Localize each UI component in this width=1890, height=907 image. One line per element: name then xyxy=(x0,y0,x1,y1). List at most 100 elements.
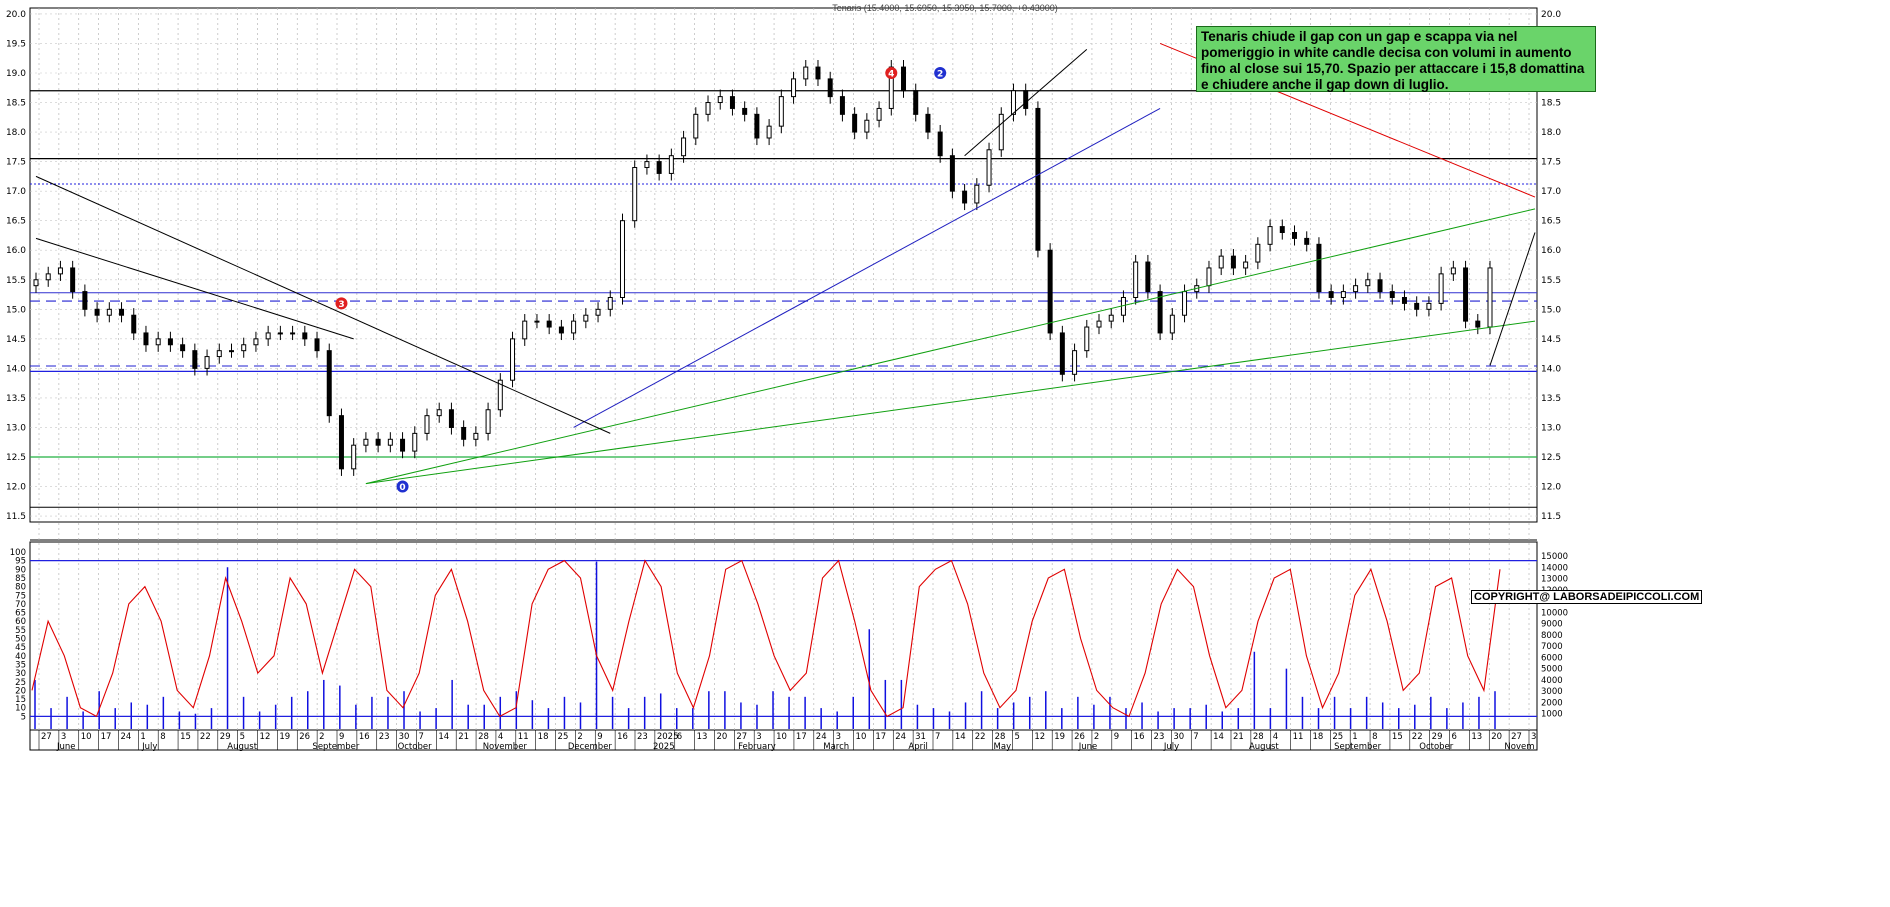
x-tick-label: 14 xyxy=(1213,732,1224,742)
candle-body xyxy=(1316,243,1322,293)
candle-body xyxy=(571,320,577,334)
y-tick-label-right: 13.5 xyxy=(1541,394,1561,404)
x-tick-label: 2 xyxy=(577,732,582,742)
candle-body xyxy=(277,332,283,335)
y-tick-label-left: 15.0 xyxy=(6,305,26,315)
candle-body xyxy=(1292,232,1298,239)
month-label: December xyxy=(568,742,613,752)
candle-body xyxy=(1414,302,1420,310)
osc-tick-label: 35 xyxy=(15,660,26,670)
volume-tick-label: 3000 xyxy=(1541,687,1563,697)
candle-body xyxy=(70,267,76,293)
x-tick-label: 17 xyxy=(101,732,112,742)
x-tick-label: 28 xyxy=(1253,732,1264,742)
month-label: September xyxy=(1334,742,1381,752)
candle-body xyxy=(1169,314,1175,334)
volume-tick-label: 9000 xyxy=(1541,620,1563,630)
osc-tick-label: 60 xyxy=(15,617,26,627)
volume-tick-label: 6000 xyxy=(1541,653,1563,663)
y-tick-label-left: 13.5 xyxy=(6,394,26,404)
osc-tick-label: 75 xyxy=(15,591,26,601)
x-tick-label: 10 xyxy=(856,732,867,742)
osc-tick-label: 45 xyxy=(15,643,26,653)
y-tick-label-left: 19.5 xyxy=(6,39,26,49)
candle-body xyxy=(375,438,381,446)
trend-line xyxy=(365,320,1536,485)
stochastic-line xyxy=(31,559,1501,718)
x-tick-label: 7 xyxy=(1193,732,1198,742)
x-tick-label: 26 xyxy=(1074,732,1085,742)
candle-body xyxy=(827,78,833,98)
x-tick-label: 16 xyxy=(1134,732,1145,742)
candle-body xyxy=(1023,90,1029,109)
candle-body xyxy=(974,184,980,204)
candle-body xyxy=(82,291,88,310)
candle-body xyxy=(729,96,735,109)
candle-body xyxy=(412,432,418,452)
osc-tick-label: 50 xyxy=(15,635,26,645)
candle-body xyxy=(302,332,308,340)
x-tick-label: 23 xyxy=(379,732,390,742)
candle-body xyxy=(949,155,955,192)
candle-body xyxy=(253,338,259,346)
x-tick-label: 6 xyxy=(1452,732,1457,742)
candle-body xyxy=(778,96,784,127)
candle-body xyxy=(33,279,39,287)
candle-body xyxy=(94,308,100,316)
candle-body xyxy=(815,66,821,80)
pivot-marker xyxy=(335,297,348,310)
y-tick-label-right: 11.5 xyxy=(1541,512,1561,522)
candle-body xyxy=(400,438,406,452)
volume-tick-label: 14000 xyxy=(1541,563,1568,573)
candle-body xyxy=(1255,243,1261,263)
x-tick-label: 20 xyxy=(716,732,727,742)
y-tick-label-right: 18.0 xyxy=(1541,128,1561,138)
x-tick-label: 10 xyxy=(776,732,787,742)
candle-body xyxy=(937,131,943,157)
candle-body xyxy=(314,338,320,352)
candle-body xyxy=(803,66,809,80)
x-tick-label: 17 xyxy=(796,732,807,742)
volume-tick-label: 1000 xyxy=(1541,710,1563,720)
candle-body xyxy=(1218,255,1224,269)
candle-body xyxy=(155,338,161,346)
osc-tick-label: 70 xyxy=(15,600,26,610)
candle-body xyxy=(363,438,369,446)
x-tick-label: 8 xyxy=(160,732,165,742)
osc-tick-label: 90 xyxy=(15,565,26,575)
trend-line xyxy=(365,208,1536,485)
volume-tick-label: 4000 xyxy=(1541,676,1563,686)
pivot-marker-label: 0 xyxy=(399,483,405,493)
osc-tick-label: 80 xyxy=(15,583,26,593)
x-tick-label: 20 xyxy=(1491,732,1502,742)
candle-body xyxy=(668,155,674,174)
y-tick-label-left: 12.5 xyxy=(6,453,26,463)
candle-body xyxy=(497,379,503,411)
candle-body xyxy=(876,107,882,121)
month-label: June xyxy=(1078,742,1098,752)
x-tick-label: 7 xyxy=(935,732,940,742)
month-label: June xyxy=(56,742,76,752)
candle-body xyxy=(265,332,271,340)
volume-tick-label: 15000 xyxy=(1541,552,1568,562)
candle-body xyxy=(754,113,760,139)
candle-body xyxy=(1108,314,1114,322)
month-label: February xyxy=(738,742,776,752)
date-axis-frame xyxy=(29,729,1538,751)
y-tick-label-right: 14.0 xyxy=(1541,364,1561,374)
candle-body xyxy=(1145,261,1151,293)
month-label: August xyxy=(1249,742,1279,752)
osc-tick-label: 25 xyxy=(15,678,26,688)
x-tick-label: 3 xyxy=(61,732,66,742)
osc-tick-label: 85 xyxy=(15,574,26,584)
candle-body xyxy=(742,107,748,115)
candle-body xyxy=(925,113,931,133)
month-label: October xyxy=(1419,742,1454,752)
candle-body xyxy=(864,119,870,133)
candle-body xyxy=(1377,279,1383,293)
osc-tick-label: 55 xyxy=(15,626,26,636)
x-tick-label: 9 xyxy=(339,732,344,742)
osc-tick-label: 15 xyxy=(15,695,26,705)
candle-body xyxy=(1279,226,1285,234)
